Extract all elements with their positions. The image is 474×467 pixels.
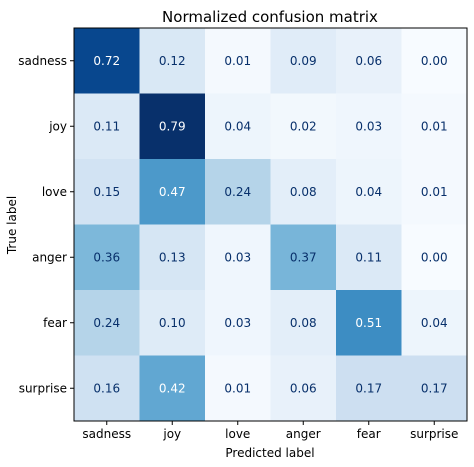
x-tick-label: joy — [162, 427, 181, 441]
y-tick-label: surprise — [19, 381, 67, 395]
cell-value-label: 0.17 — [355, 381, 382, 395]
heatmap-cell — [205, 290, 271, 356]
cell-value-label: 0.11 — [93, 119, 120, 133]
cell-value-label: 0.00 — [421, 250, 448, 264]
x-axis-ticks: sadness joy love anger fear surprise — [82, 421, 458, 441]
heatmap-cell — [205, 93, 271, 160]
heatmap-cell — [74, 224, 140, 291]
heatmap-cell — [205, 159, 271, 225]
heatmap-cell — [74, 28, 140, 94]
heatmap-cell — [74, 290, 140, 356]
chart-title: Normalized confusion matrix — [162, 8, 378, 26]
heatmap-cell — [205, 28, 271, 94]
cell-value-label: 0.24 — [93, 316, 120, 330]
cell-value-label: 0.15 — [93, 185, 120, 199]
cell-value-label: 0.03 — [355, 119, 382, 133]
heatmap-cell — [74, 93, 140, 160]
heatmap-cell — [336, 28, 402, 94]
x-tick-label: fear — [357, 427, 381, 441]
cell-value-label: 0.16 — [93, 381, 120, 395]
cell-value-label: 0.09 — [290, 54, 317, 68]
cell-value-label: 0.01 — [224, 381, 251, 395]
y-tick-label: love — [42, 185, 67, 199]
y-tick-label: anger — [32, 250, 67, 264]
heatmap-cell — [139, 159, 206, 225]
cell-value-label: 0.08 — [290, 316, 317, 330]
cell-value-label: 0.12 — [159, 54, 186, 68]
heatmap-cell — [401, 224, 468, 291]
heatmap-cell — [401, 93, 468, 160]
y-tick-label: joy — [48, 119, 67, 133]
x-tick-label: sadness — [82, 427, 131, 441]
plot-frame — [73, 27, 468, 422]
y-tick-label: fear — [43, 316, 67, 330]
heatmap-cell — [270, 93, 337, 160]
heatmap-cell — [270, 159, 337, 225]
cell-value-label: 0.06 — [290, 381, 317, 395]
cell-value-label: 0.01 — [421, 119, 448, 133]
cell-value-label: 0.08 — [290, 185, 317, 199]
cell-value-label: 0.13 — [159, 250, 186, 264]
heatmap-cell — [401, 290, 468, 356]
heatmap-cell — [270, 224, 337, 291]
cell-value-label: 0.03 — [224, 316, 251, 330]
heatmap-cell — [401, 355, 468, 422]
heatmap-cell — [401, 28, 468, 94]
heatmap-cell — [139, 93, 206, 160]
heatmap-cell — [270, 355, 337, 422]
x-axis-label: Predicted label — [225, 446, 314, 460]
heatmap-cell — [270, 28, 337, 94]
cell-value-label: 0.03 — [224, 250, 251, 264]
y-axis-ticks: sadness joy love anger fear surprise — [18, 54, 74, 395]
heatmap-cell — [139, 224, 206, 291]
cell-value-label: 0.79 — [159, 119, 186, 133]
cell-value-label: 0.36 — [93, 250, 120, 264]
cell-value-label: 0.00 — [421, 54, 448, 68]
heatmap-cell — [139, 290, 206, 356]
y-axis-label: True label — [5, 196, 19, 255]
heatmap-cell — [336, 93, 402, 160]
x-tick-label: surprise — [410, 427, 458, 441]
x-tick-label: love — [225, 427, 250, 441]
heatmap-cell — [205, 224, 271, 291]
heatmap-cell — [336, 224, 402, 291]
heatmap-cell — [336, 290, 402, 356]
cell-value-label: 0.06 — [355, 54, 382, 68]
heatmap-cell — [139, 28, 206, 94]
cell-value-label: 0.04 — [224, 119, 251, 133]
heatmap-cell — [205, 355, 271, 422]
cell-value-label: 0.42 — [159, 381, 186, 395]
heatmap-cell — [74, 159, 140, 225]
cell-value-label: 0.24 — [224, 185, 251, 199]
heatmap-cell — [336, 159, 402, 225]
heatmap-cell — [74, 355, 140, 422]
heatmap-cell — [401, 159, 468, 225]
cell-value-label: 0.17 — [421, 381, 448, 395]
cell-value-label: 0.01 — [224, 54, 251, 68]
cell-value-label: 0.72 — [93, 54, 120, 68]
cell-value-label: 0.51 — [355, 316, 382, 330]
heatmap-cell — [139, 355, 206, 422]
y-tick-label: sadness — [18, 54, 67, 68]
cell-value-label: 0.47 — [159, 185, 186, 199]
cell-value-label: 0.11 — [355, 250, 382, 264]
cell-value-label: 0.01 — [421, 185, 448, 199]
cell-value-label: 0.37 — [290, 250, 317, 264]
heatmap-cell — [270, 290, 337, 356]
cell-value-label: 0.02 — [290, 119, 317, 133]
cell-value-label: 0.04 — [355, 185, 382, 199]
heatmap-cell — [336, 355, 402, 422]
heatmap-cells: 0.72 0.12 0.01 0.09 0.06 0.00 0.11 0.79 0.04 0.02… — [74, 28, 468, 422]
cell-value-label: 0.04 — [421, 316, 448, 330]
cell-value-label: 0.10 — [159, 316, 186, 330]
x-tick-label: anger — [286, 427, 321, 441]
